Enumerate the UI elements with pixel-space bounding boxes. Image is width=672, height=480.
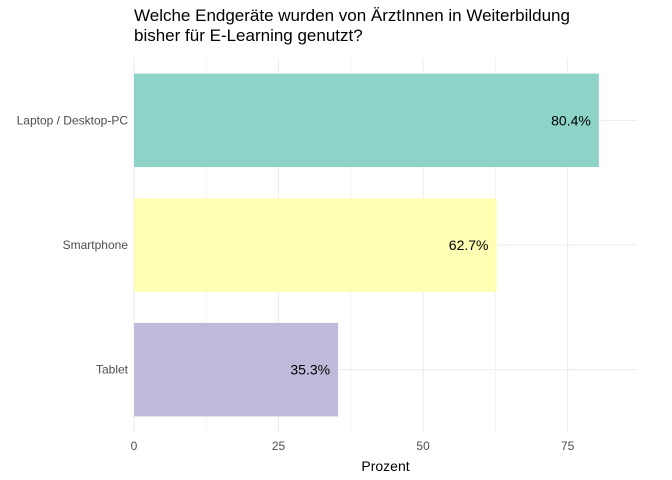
data-label: 35.3% <box>290 362 330 378</box>
bar <box>134 73 599 168</box>
y-tick-label: Tablet <box>96 363 129 377</box>
bar <box>134 322 339 417</box>
chart-title-line-2: bisher für E-Learning genutzt? <box>134 26 363 45</box>
x-tick-label: 50 <box>416 439 430 453</box>
x-tick-label: 25 <box>272 439 286 453</box>
y-axis-labels: Laptop / Desktop-PC Smartphone Tablet <box>17 113 129 376</box>
y-tick-label: Smartphone <box>63 238 129 252</box>
x-axis-title: Prozent <box>361 458 409 474</box>
x-tick-label: 75 <box>561 439 575 453</box>
bars: 80.4% 62.7% 35.3% <box>134 73 599 417</box>
chart-title-line-1: Welche Endgeräte wurden von ÄrztInnen in… <box>134 6 570 25</box>
x-tick-label: 0 <box>131 439 138 453</box>
data-label: 80.4% <box>551 112 591 128</box>
bar <box>134 198 497 292</box>
x-axis-labels: 0 25 50 75 <box>131 439 575 453</box>
chart-title: Welche Endgeräte wurden von ÄrztInnen in… <box>134 6 654 46</box>
y-tick-label: Laptop / Desktop-PC <box>17 113 129 127</box>
data-label: 62.7% <box>449 237 489 253</box>
